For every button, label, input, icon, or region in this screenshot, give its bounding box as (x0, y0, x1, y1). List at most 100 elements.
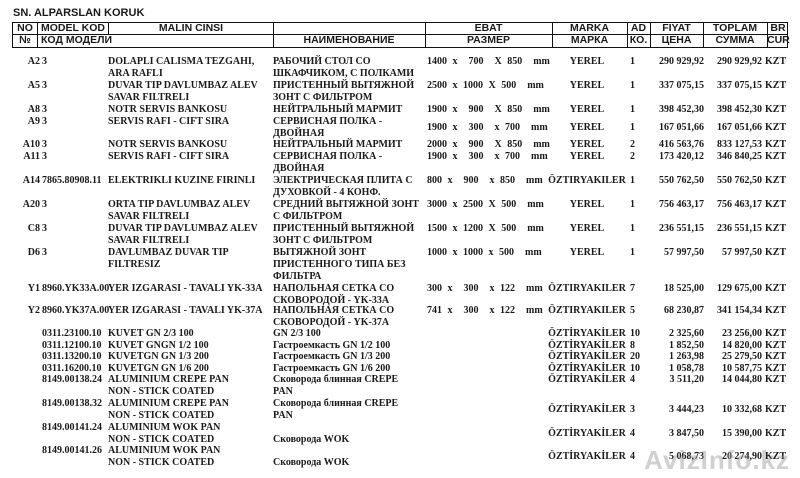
item-qty: 1 (630, 199, 635, 210)
item-size: 1400 x 700 X 850 mm (427, 56, 550, 67)
item-name-ru: НЕЙТРАЛЬНЫЙ МАРМИТ (273, 104, 403, 115)
item-name-tr: NON - STICK COATED (108, 434, 215, 445)
item-price: 756 463,17 (659, 199, 704, 210)
item-name-ru: СЕРВИСНАЯ ПОЛКА - (273, 151, 383, 162)
item-name-tr: ARA RAFLI (108, 68, 163, 79)
item-qty: 10 (630, 363, 640, 374)
company-title: SN. ALPARSLAN KORUK (13, 7, 145, 19)
item-currency: KZT (765, 139, 787, 150)
item-total: 833 127,53 (717, 139, 762, 150)
item-no: Y2 (27, 305, 40, 316)
item-currency: KZT (765, 305, 787, 316)
item-brand: ÖZTİRYAKİLER (548, 428, 626, 439)
item-price: 337 075,15 (659, 80, 704, 91)
item-name-tr: DUVAR TIP DAVLUMBAZ ALEV (108, 80, 258, 91)
item-brand: YEREL (569, 104, 605, 115)
header-fiyat-ru: ЦЕНА (661, 34, 692, 46)
item-model-code: 0311.13200.10 (42, 351, 102, 362)
item-size: 1500 x 1200 X 500 mm (427, 223, 544, 234)
item-name-tr: YER IZGARASI - TAVALI YK-37A (108, 305, 263, 316)
item-name-tr: DUVAR TIP DAVLUMBAZ ALEV (108, 223, 258, 234)
header-fiyat: FIYAT (662, 22, 691, 34)
item-no: A20 (22, 199, 40, 210)
watermark: AvizInfo.kz (644, 445, 790, 475)
header-toplam-ru: СУММА (715, 34, 755, 46)
item-price: 2 325,60 (669, 328, 704, 339)
item-brand: ÖZTİRYAKİLER (548, 374, 626, 385)
item-total: 14 044,80 (722, 374, 762, 385)
item-name-ru: Сковорода блинная CREPE (273, 398, 399, 409)
item-price: 167 051,66 (659, 122, 704, 133)
item-name-ru: Сковорода WOK (273, 457, 350, 468)
item-total: 129 675,00 (717, 283, 762, 294)
item-model-code: 3 (42, 80, 47, 91)
item-model-code: 3 (42, 247, 47, 258)
header-toplam: TOPLAM (712, 22, 758, 34)
item-name-tr: ALUMINIUM CREPE PAN (108, 398, 229, 409)
item-brand: YEREL (569, 151, 605, 162)
item-price: 1 058,78 (669, 363, 704, 374)
item-total: 14 820,00 (722, 340, 762, 351)
item-price: 5 068,73 (669, 451, 704, 462)
header-no-ru: № (19, 34, 31, 46)
header-ad: AD (630, 22, 647, 34)
item-name-tr: ALUMINIUM WOK PAN (108, 422, 221, 433)
item-size: 2500 x 1000 X 500 mm (427, 80, 544, 91)
item-name-ru: ФИЛЬТРА (273, 271, 322, 282)
item-total: 236 551,15 (717, 223, 762, 234)
item-no: A8 (27, 104, 40, 115)
header-malin: MALIN CINSI (158, 22, 224, 34)
header-model: MODEL KOD (41, 22, 105, 34)
item-name-ru: Сковорода блинная CREPE (273, 374, 399, 385)
item-model-code: 0311.23100.10 (42, 328, 102, 339)
item-name-tr: ALUMINIUM WOK PAN (108, 445, 221, 456)
item-name-ru: ЗОНТ С ФИЛЬТРОМ (273, 235, 373, 246)
header-cur-ru: CUR (767, 34, 790, 46)
item-name-tr: NON - STICK COATED (108, 457, 215, 468)
item-size: 2000 x 900 X 850 mm (427, 139, 550, 150)
item-total: 167 051,66 (717, 122, 762, 133)
item-currency: KZT (765, 223, 787, 234)
item-model-code: 8149.00141.26 (42, 445, 102, 456)
header-cur: BR (770, 22, 786, 34)
item-brand: YEREL (569, 223, 605, 234)
item-name-ru: ПРИСТЕННЫЙ ВЫТЯЖНОЙ (273, 223, 415, 234)
item-price: 550 762,50 (659, 175, 704, 186)
item-total: 756 463,17 (717, 199, 762, 210)
header-marka-ru: МАРКА (570, 34, 609, 46)
item-no: Y1 (27, 283, 40, 294)
item-name-ru: ДВОЙНАЯ (273, 128, 325, 139)
item-currency: KZT (765, 328, 787, 339)
item-qty: 4 (630, 374, 635, 385)
item-qty: 4 (630, 428, 635, 439)
item-size: 3000 x 2500 X 500 mm (427, 199, 544, 210)
item-name-tr: KUVET GNGN 1/2 100 (108, 340, 209, 351)
item-name-ru: ДВОЙНАЯ (273, 163, 325, 174)
item-brand: ÖZTİRYAKİLER (548, 451, 626, 462)
item-model-code: 0311.16200.10 (42, 363, 102, 374)
item-name-tr: NOTR SERVIS BANKOSU (108, 139, 228, 150)
item-model-code: 8960.YK37A.00 (42, 305, 110, 316)
item-price: 3 847,50 (669, 428, 704, 439)
header-model-ru: КОД МОДЕЛИ (41, 34, 113, 46)
item-qty: 1 (630, 175, 635, 186)
item-name-ru: С ФИЛЬТРОМ (273, 211, 343, 222)
item-price: 290 929,92 (659, 56, 704, 67)
item-name-ru: Гастроемкасть GN 1/3 200 (273, 351, 391, 362)
item-brand: ÖZTİRYAKİLER (548, 340, 626, 351)
item-total: 20 274,90 (722, 451, 762, 462)
header-ad-ru: КО. (629, 34, 648, 46)
item-currency: KZT (765, 451, 787, 462)
item-price: 173 420,12 (659, 151, 704, 162)
item-price: 18 525,00 (664, 283, 704, 294)
item-brand: ÖZTİRYAKİLER (548, 363, 626, 374)
item-size: 1900 x 300 x 700 mm (427, 151, 548, 162)
item-currency: KZT (765, 151, 787, 162)
item-total: 341 154,34 (717, 305, 762, 316)
item-name-ru: ШКАФЧИКОМ, С ПОЛКАМИ (273, 68, 415, 79)
item-currency: KZT (765, 104, 787, 115)
item-total: 10 587,75 (722, 363, 762, 374)
item-price: 236 551,15 (659, 223, 704, 234)
header-name-ru: НАИМЕНОВАНИЕ (303, 34, 395, 46)
item-qty: 20 (630, 351, 640, 362)
